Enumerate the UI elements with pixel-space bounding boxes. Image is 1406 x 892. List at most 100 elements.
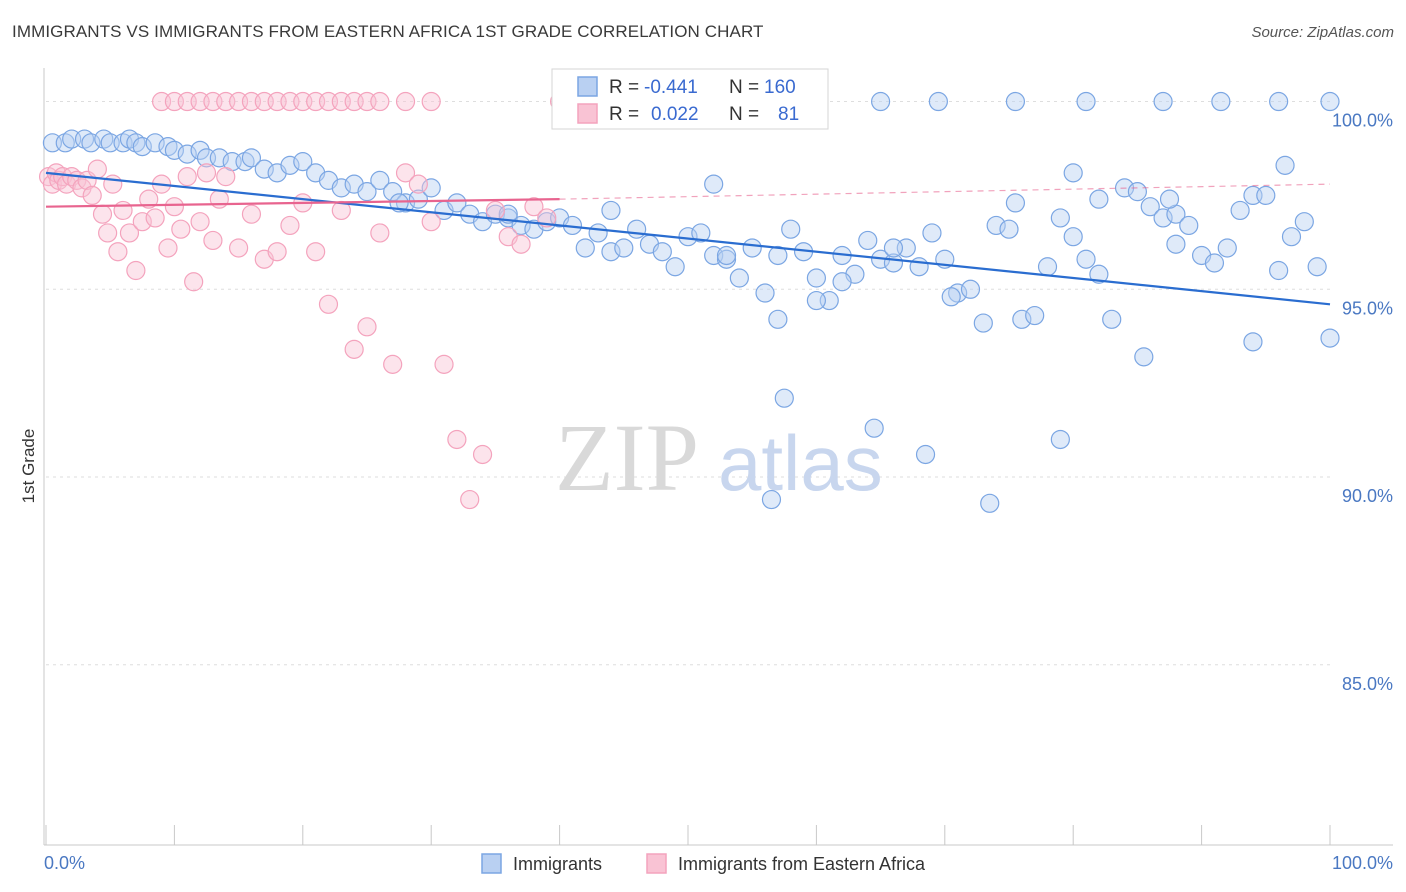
point-points-eastern-30: [203, 230, 223, 251]
point-points-immigrants-109: [832, 272, 852, 292]
point-points-immigrants-52: [652, 242, 672, 262]
point-points-eastern-15: [108, 242, 128, 262]
point-points-immigrants-36: [447, 193, 467, 213]
point-points-immigrants-79: [999, 219, 1019, 239]
point-points-immigrants-126: [941, 287, 961, 307]
point-points-immigrants-20: [241, 148, 262, 168]
point-points-eastern-45: [383, 354, 403, 374]
y-axis-label: 1st Grade: [19, 429, 38, 504]
point-points-eastern-53: [485, 200, 505, 221]
point-points-eastern-31: [209, 189, 229, 209]
point-points-immigrants-101: [1281, 227, 1302, 247]
point-points-eastern-55: [511, 234, 531, 254]
point-points-eastern-33: [229, 238, 249, 258]
point-points-eastern-14: [103, 174, 123, 194]
point-points-immigrants-112: [1159, 189, 1180, 209]
point-points-immigrants-85: [1076, 249, 1096, 269]
point-points-immigrants-73: [922, 223, 942, 243]
point-points-immigrants-111: [1089, 189, 1109, 209]
point-points-immigrants-119: [1211, 91, 1231, 112]
point-points-immigrants-33: [408, 189, 428, 209]
point-points-eastern-49: [434, 354, 454, 374]
point-points-immigrants-61: [768, 309, 788, 329]
stats-box: R = -0.441 N = 160 R = 0.022 N = 81: [551, 68, 829, 130]
point-points-immigrants-72: [909, 257, 929, 277]
point-points-immigrants-128: [1166, 234, 1186, 254]
point-points-eastern-20: [139, 189, 159, 209]
point-points-immigrants-110: [1005, 193, 1026, 213]
point-points-eastern-23: [158, 238, 178, 258]
point-points-eastern-39: [306, 242, 326, 262]
legend-label-eastern-africa: Immigrants from Eastern Africa: [678, 854, 926, 874]
point-points-immigrants-95: [1204, 253, 1225, 273]
point-points-immigrants-130: [1134, 347, 1154, 367]
point-points-immigrants-132: [864, 418, 884, 438]
point-points-immigrants-53: [665, 257, 685, 277]
point-points-immigrants-99: [1256, 185, 1276, 206]
stats-r-label-1: R =: [609, 77, 639, 98]
point-points-immigrants-116: [1005, 91, 1026, 112]
point-points-immigrants-129: [1243, 332, 1263, 352]
point-points-immigrants-86: [1089, 264, 1109, 284]
point-points-immigrants-121: [1320, 91, 1340, 112]
point-points-eastern-37: [280, 215, 300, 236]
point-points-immigrants-135: [1050, 429, 1070, 450]
point-points-immigrants-102: [1294, 212, 1314, 232]
point-points-immigrants-34: [421, 178, 441, 198]
point-points-immigrants-82: [1037, 257, 1058, 277]
trend-line-eastern-africa: [45, 198, 560, 208]
trend-line-immigrants: [45, 171, 1331, 306]
point-points-immigrants-124: [806, 290, 827, 311]
point-points-immigrants-55: [691, 223, 711, 243]
point-points-eastern-17: [119, 223, 140, 243]
point-points-eastern-51: [460, 489, 480, 510]
point-points-immigrants-136: [980, 493, 1000, 513]
point-points-eastern-56: [524, 197, 544, 217]
point-points-eastern-47: [408, 174, 428, 194]
point-points-immigrants-115: [928, 91, 948, 112]
point-points-immigrants-104: [1320, 328, 1340, 348]
point-points-immigrants-89: [1127, 182, 1148, 202]
point-points-immigrants-131: [774, 388, 794, 408]
point-points-eastern-36: [267, 242, 287, 262]
trend-line-eastern-africa-extension: [559, 183, 1331, 200]
point-points-immigrants-114: [870, 91, 891, 112]
point-points-immigrants-125: [883, 238, 904, 258]
source-label: Source: ZipAtlas.com: [1251, 24, 1394, 41]
stats-n-value-2: 81: [778, 104, 799, 125]
point-points-eastern-29: [196, 163, 217, 183]
point-points-eastern-48: [421, 212, 441, 232]
point-points-eastern-42: [344, 339, 364, 359]
series-immigrants: [42, 91, 1340, 513]
point-points-immigrants-60: [755, 283, 775, 303]
point-points-eastern-10: [82, 185, 102, 206]
point-points-eastern-46: [395, 163, 416, 183]
point-points-immigrants-64: [806, 268, 827, 288]
point-points-immigrants-122: [704, 174, 724, 194]
point-points-immigrants-68: [858, 230, 878, 251]
point-points-immigrants-113: [1275, 155, 1295, 175]
point-points-immigrants-100: [1269, 260, 1289, 281]
point-points-immigrants-14: [177, 144, 197, 164]
point-points-eastern-57: [537, 208, 557, 228]
point-points-immigrants-11: [145, 133, 165, 153]
legend-swatch-eastern-africa: [646, 853, 667, 874]
stats-n-label-2: N =: [729, 104, 759, 125]
point-points-eastern-52: [472, 444, 493, 465]
stats-swatch-eastern-africa: [577, 103, 598, 124]
point-points-immigrants-78: [986, 215, 1006, 236]
point-points-eastern-27: [184, 272, 204, 292]
axes: [43, 68, 1393, 846]
point-points-immigrants-30: [370, 170, 390, 190]
point-points-eastern-78: [421, 91, 441, 112]
point-points-immigrants-134: [761, 489, 782, 510]
point-points-immigrants-4: [81, 133, 101, 153]
point-points-eastern-13: [98, 223, 118, 243]
chart-title: IMMIGRANTS VS IMMIGRANTS FROM EASTERN AF…: [12, 22, 764, 41]
y-tick-label-2: 90.0%: [1342, 486, 1393, 506]
point-points-immigrants-62: [781, 219, 801, 239]
point-points-immigrants-108: [716, 245, 737, 266]
stats-n-value-1: 160: [764, 77, 796, 98]
y-tick-label-1: 95.0%: [1342, 298, 1393, 318]
